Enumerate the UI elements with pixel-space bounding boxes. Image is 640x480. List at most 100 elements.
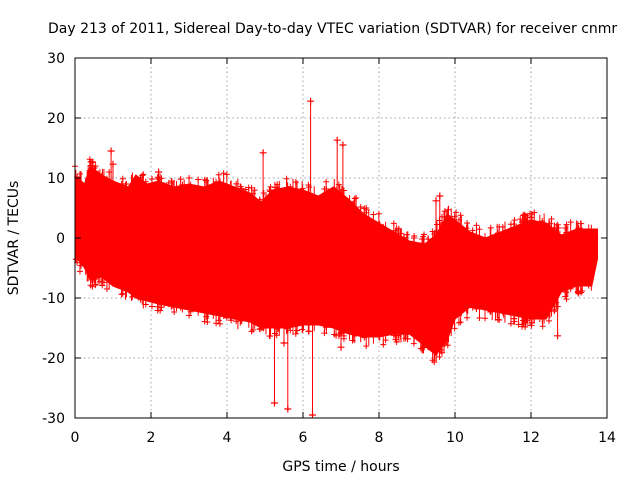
data-marker (370, 211, 377, 218)
data-marker (554, 221, 561, 228)
data-marker (158, 304, 165, 311)
data-marker (88, 159, 95, 166)
data-marker (148, 176, 155, 183)
chart-title: Day 213 of 2011, Sidereal Day-to-day VTE… (48, 21, 617, 37)
data-marker (213, 178, 220, 185)
data-marker (403, 231, 410, 238)
spike-point (284, 405, 292, 413)
data-marker (494, 316, 501, 323)
data-marker (451, 213, 458, 220)
x-tick-label: 10 (446, 430, 464, 446)
data-marker (215, 317, 222, 324)
data-marker (92, 163, 99, 170)
data-marker (349, 337, 356, 344)
data-marker (487, 224, 494, 231)
data-marker (567, 285, 574, 292)
x-tick-label: 2 (147, 430, 156, 446)
y-tick-label: -30 (42, 411, 65, 427)
data-marker (195, 176, 202, 183)
data-marker (321, 330, 328, 337)
data-marker (86, 156, 93, 163)
data-marker (401, 234, 408, 241)
data-marker (526, 210, 533, 217)
data-marker (242, 186, 249, 193)
data-marker (419, 236, 426, 243)
x-tick-label: 14 (598, 430, 616, 446)
data-marker (515, 321, 522, 328)
y-axis-label: SDTVAR / TECUs (6, 181, 22, 296)
spike-point (436, 192, 444, 200)
data-marker (266, 187, 273, 194)
data-marker (419, 345, 426, 352)
data-marker (186, 312, 193, 319)
data-marker (457, 212, 464, 219)
data-marker (92, 281, 99, 288)
data-marker (119, 290, 126, 297)
data-marker (393, 338, 400, 345)
data-marker (267, 183, 274, 190)
data-marker (511, 217, 518, 224)
data-marker (154, 303, 161, 310)
x-tick-label: 6 (299, 430, 308, 446)
data-marker (563, 229, 570, 236)
data-marker (267, 188, 274, 195)
data-marker (129, 293, 136, 300)
data-marker (292, 179, 299, 186)
data-marker (123, 181, 130, 188)
x-axis-label: GPS time / hours (282, 459, 399, 475)
data-marker (531, 209, 538, 216)
data-marker (260, 325, 267, 332)
spike-point (309, 411, 316, 419)
data-marker (220, 170, 227, 177)
data-marker (213, 320, 220, 327)
data-marker (216, 320, 223, 327)
data-marker (142, 178, 149, 185)
data-marker (517, 216, 524, 223)
data-marker (375, 210, 382, 217)
data-marker (563, 296, 570, 303)
data-marker (72, 256, 79, 263)
data-marker (439, 349, 446, 356)
data-marker (397, 230, 404, 237)
y-tick-label: 0 (56, 231, 65, 247)
data-marker (228, 317, 235, 324)
data-marker (519, 219, 526, 226)
data-marker (425, 236, 432, 243)
data-marker (248, 184, 255, 191)
data-marker (357, 204, 364, 211)
data-marker (119, 175, 126, 182)
data-marker (494, 230, 501, 237)
data-marker (539, 323, 546, 330)
data-marker (305, 328, 312, 335)
spike-point (337, 343, 345, 351)
data-marker (473, 305, 480, 312)
data-marker (451, 325, 458, 332)
data-marker (256, 196, 263, 203)
data-marker (204, 318, 211, 325)
data-marker (233, 180, 240, 187)
data-marker (248, 328, 255, 335)
data-marker (507, 320, 514, 327)
data-marker (563, 289, 570, 296)
data-marker (421, 231, 428, 238)
data-marker (507, 221, 514, 228)
data-marker (562, 293, 569, 300)
data-marker (436, 353, 443, 360)
spike-point (307, 97, 315, 105)
data-marker (523, 217, 530, 224)
data-marker (338, 330, 345, 337)
data-marker (548, 216, 555, 223)
x-tick-label: 0 (71, 430, 80, 446)
data-marker (215, 171, 222, 178)
data-marker (563, 221, 570, 228)
data-marker (536, 316, 543, 323)
data-marker (275, 185, 282, 192)
spike-point (280, 339, 288, 347)
data-marker (351, 195, 358, 202)
data-marker (299, 185, 306, 192)
data-marker (363, 343, 370, 350)
data-marker (464, 314, 471, 321)
x-tick-label: 12 (522, 430, 540, 446)
data-marker (473, 222, 480, 229)
